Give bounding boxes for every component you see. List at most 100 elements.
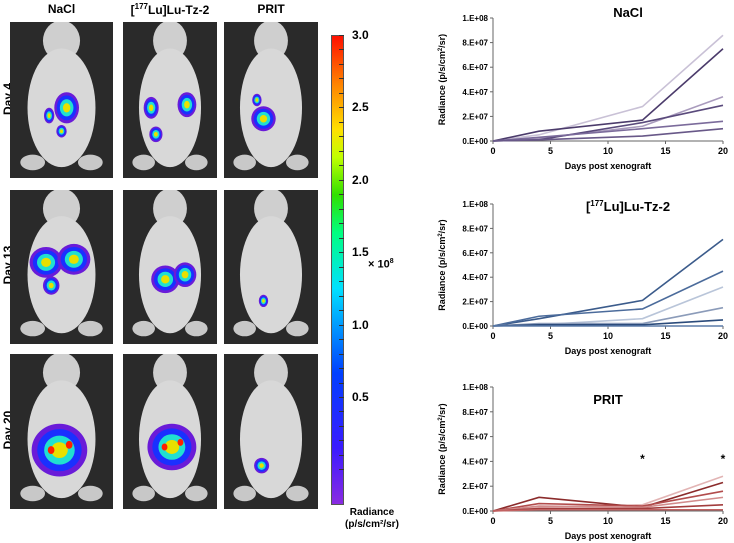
y-tick-label: 0.E+00 xyxy=(462,507,488,516)
colorbar-tick xyxy=(339,281,344,283)
colorbar-tick xyxy=(339,454,344,456)
x-axis-label: Days post xenograft xyxy=(565,531,652,541)
colorbar-tick-label: 2.0 xyxy=(352,172,369,187)
colorbar-tick xyxy=(339,310,344,312)
colorbar-tick xyxy=(339,237,344,239)
x-tick-label: 0 xyxy=(490,516,495,526)
series-line xyxy=(492,481,724,512)
colorbar-tick xyxy=(339,223,344,225)
significance-marker: * xyxy=(721,452,726,466)
col-header-prit: PRIT xyxy=(257,2,285,16)
y-tick-label: 2.E+07 xyxy=(462,298,488,307)
y-tick-label: 2.E+07 xyxy=(462,112,488,121)
colorbar-tick xyxy=(339,179,344,181)
colorbar-tick xyxy=(339,368,344,370)
x-tick-label: 5 xyxy=(548,331,553,341)
y-tick-label: 1.E+08 xyxy=(462,14,488,23)
colorbar-tick xyxy=(339,165,344,167)
bioluminescence-image xyxy=(224,188,318,344)
colorbar-tick xyxy=(339,136,344,138)
colorbar-tick-label: 1.0 xyxy=(352,317,369,332)
colorbar-tick xyxy=(339,208,344,210)
series-line xyxy=(492,34,724,142)
colorbar-tick xyxy=(339,411,344,413)
colorbar-tick xyxy=(339,49,344,51)
x-tick-label: 20 xyxy=(718,331,728,341)
bioluminescence-image xyxy=(224,20,318,178)
y-tick-label: 1.E+08 xyxy=(462,383,488,392)
y-tick-label: 4.E+07 xyxy=(462,88,488,97)
y-tick-label: 6.E+07 xyxy=(462,433,488,442)
x-tick-label: 10 xyxy=(603,331,613,341)
series-line xyxy=(492,306,724,327)
y-axis-label: Radiance (p/s/cm2/sr) xyxy=(437,403,447,494)
y-axis-label: Radiance (p/s/cm2/sr) xyxy=(437,219,447,310)
y-tick-label: 2.E+07 xyxy=(462,482,488,491)
x-tick-label: 5 xyxy=(548,146,553,156)
colorbar-tick xyxy=(339,339,344,341)
y-tick-label: 6.E+07 xyxy=(462,63,488,72)
x-tick-label: 5 xyxy=(548,516,553,526)
colorbar-tick xyxy=(339,63,344,65)
colorbar-multiplier: × 108 xyxy=(368,258,394,271)
x-tick-label: 15 xyxy=(660,331,670,341)
colorbar-tick xyxy=(339,121,344,123)
series-line xyxy=(492,238,724,327)
x-tick-label: 15 xyxy=(660,146,670,156)
colorbar-tick xyxy=(339,353,344,355)
series-line xyxy=(492,270,724,327)
colorbar-tick xyxy=(339,397,344,398)
colorbar-tick-label: 3.0 xyxy=(352,28,369,42)
col-header-nacl: NaCl xyxy=(47,2,76,16)
colorbar-label: Radiance (p/s/cm²/sr) xyxy=(345,507,399,530)
series-line xyxy=(492,490,724,512)
bioluminescence-image xyxy=(10,352,113,509)
bioluminescence-image xyxy=(224,352,318,509)
colorbar-tick xyxy=(339,92,344,94)
x-tick-label: 0 xyxy=(490,146,495,156)
colorbar-tick xyxy=(339,266,344,268)
colorbar-tick-label: 1.5 xyxy=(352,245,369,260)
y-tick-label: 0.E+00 xyxy=(462,137,488,146)
x-tick-label: 20 xyxy=(718,516,728,526)
colorbar-tick xyxy=(339,382,344,384)
y-tick-label: 4.E+07 xyxy=(462,273,488,282)
colorbar-tick xyxy=(339,150,344,152)
colorbar-tick xyxy=(339,252,344,254)
bioluminescence-image xyxy=(10,20,113,178)
chart-title: NaCl xyxy=(613,5,643,20)
colorbar-tick xyxy=(339,324,344,326)
colorbar-tick xyxy=(339,295,344,297)
colorbar-tick xyxy=(339,194,344,196)
colorbar-tick-label: 0.5 xyxy=(352,390,369,404)
y-tick-label: 4.E+07 xyxy=(462,457,488,466)
x-axis-label: Days post xenograft xyxy=(565,346,652,356)
y-tick-label: 8.E+07 xyxy=(462,39,488,48)
x-tick-label: 10 xyxy=(603,146,613,156)
y-tick-label: 8.E+07 xyxy=(462,408,488,417)
bioluminescence-image xyxy=(123,188,217,344)
colorbar-tick xyxy=(339,35,344,36)
x-tick-label: 15 xyxy=(660,516,670,526)
colorbar-tick xyxy=(339,425,344,427)
bioluminescence-image xyxy=(123,352,217,509)
col-header-lu-tz: [177Lu]Lu-Tz-2 xyxy=(130,2,210,17)
bioluminescence-image xyxy=(10,188,113,344)
colorbar xyxy=(331,35,344,505)
colorbar-tick xyxy=(339,78,344,80)
series-line xyxy=(492,496,724,512)
colorbar-tick xyxy=(339,469,344,471)
colorbar-tick xyxy=(339,107,344,109)
chart-title: PRIT xyxy=(593,392,623,407)
x-tick-label: 10 xyxy=(603,516,613,526)
y-axis-label: Radiance (p/s/cm2/sr) xyxy=(437,34,447,125)
x-axis-label: Days post xenograft xyxy=(565,161,652,171)
series-line xyxy=(492,48,724,142)
y-tick-label: 6.E+07 xyxy=(462,249,488,258)
chart-title: [177Lu]Lu-Tz-2 xyxy=(586,199,670,214)
colorbar-tick xyxy=(339,440,344,442)
significance-marker: * xyxy=(640,452,645,466)
y-tick-label: 8.E+07 xyxy=(462,224,488,233)
